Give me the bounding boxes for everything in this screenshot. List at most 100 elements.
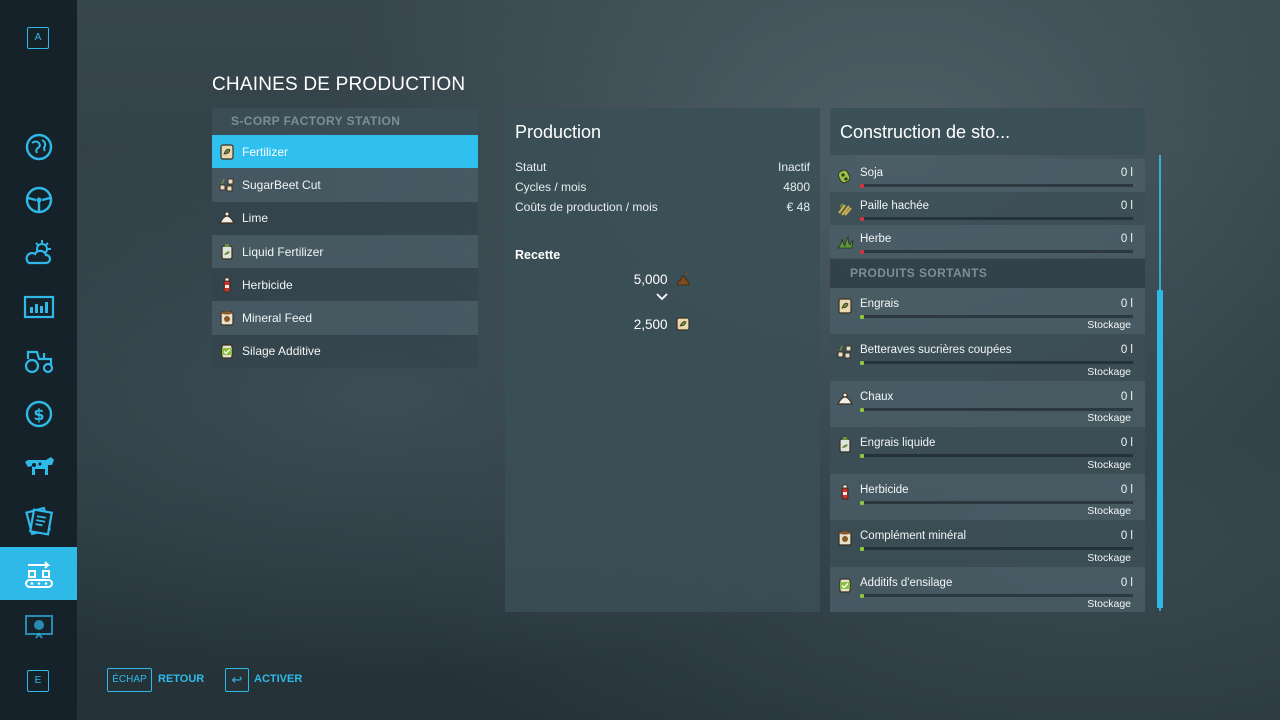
finance-icon: $ <box>25 400 52 427</box>
station-header: S-CORP FACTORY STATION <box>212 108 478 135</box>
nav-help[interactable] <box>0 600 77 653</box>
chain-item-mineral-feed[interactable]: Mineral Feed <box>212 301 478 335</box>
storage-row-engrais: Engrais 0 l Stockage <box>830 288 1145 334</box>
storage-item-name: Engrais liquide <box>860 437 936 449</box>
chain-item-silage-additive[interactable]: Silage Additive <box>212 334 478 369</box>
liquid-fertilizer-icon <box>218 243 236 261</box>
storage-mode-label[interactable]: Stockage <box>1087 412 1131 424</box>
chain-item-liquid-fertilizer[interactable]: Liquid Fertilizer <box>212 234 478 269</box>
weather-icon <box>25 239 51 264</box>
storage-item-name: Complément minéral <box>860 530 967 542</box>
storage-panel: Construction de sto... Soja 0 l Paille h… <box>830 108 1145 612</box>
recipe-input: 5,000 <box>505 271 820 287</box>
stat-value: 4800 <box>783 180 810 194</box>
stat-label: Coûts de production / mois <box>515 200 658 214</box>
chain-item-fertilizer[interactable]: Fertilizer <box>212 135 478 169</box>
storage-item-amount: 0 l <box>1120 167 1133 179</box>
chain-item-lime[interactable]: Lime <box>212 201 478 235</box>
storage-row-engrais-liquide: Engrais liquide 0 l Stockage <box>830 427 1145 474</box>
chain-item-label: Silage Additive <box>242 344 321 359</box>
storage-item-name: Herbe <box>860 233 892 245</box>
storage-mode-label[interactable]: Stockage <box>1087 459 1131 471</box>
storage-item-name: Paille hachée <box>860 200 930 212</box>
production-chain-list: S-CORP FACTORY STATION Fertilizer SugarB… <box>212 108 478 369</box>
nav-vehicles[interactable] <box>0 333 77 386</box>
storage-item-amount: 0 l <box>1120 577 1133 589</box>
storage-mode-label[interactable]: Stockage <box>1087 598 1131 610</box>
lime-icon <box>218 209 236 227</box>
storage-item-amount: 0 l <box>1120 200 1133 212</box>
storage-fill-bar <box>860 546 1133 551</box>
soybean-icon <box>836 167 854 185</box>
nav-animals[interactable] <box>0 440 77 493</box>
enter-key-hint[interactable]: ↩ <box>225 668 249 692</box>
storage-row-betteraves: Betteraves sucrières coupées 0 l Stockag… <box>830 334 1145 381</box>
chain-item-label: SugarBeet Cut <box>242 177 321 192</box>
key-hint-a: A <box>27 27 49 49</box>
fertilizer-bag-icon <box>218 143 236 161</box>
steering-wheel-icon <box>25 186 52 213</box>
production-title: Production <box>515 122 602 142</box>
storage-row-paille: Paille hachée 0 l <box>830 192 1145 225</box>
storage-item-amount: 0 l <box>1120 298 1133 310</box>
silage-additive-icon <box>218 342 236 360</box>
nav-contracts[interactable] <box>0 494 77 547</box>
storage-row-herbicide: Herbicide 0 l Stockage <box>830 474 1145 520</box>
stat-row-status: Statut Inactif <box>515 160 810 174</box>
nav-weather[interactable] <box>0 226 77 279</box>
storage-item-amount: 0 l <box>1120 344 1133 356</box>
chain-item-label: Lime <box>242 211 269 226</box>
fertilizer-bag-icon <box>836 297 854 315</box>
silage-additive-icon <box>836 576 854 594</box>
chain-item-herbicide[interactable]: Herbicide <box>212 268 478 302</box>
storage-mode-label[interactable]: Stockage <box>1087 552 1131 564</box>
storage-item-name: Additifs d'ensilage <box>860 577 953 589</box>
storage-row-complement-mineral: Complément minéral 0 l Stockage <box>830 520 1145 567</box>
storage-fill-bar <box>860 407 1133 412</box>
map-icon <box>25 133 52 160</box>
activate-button[interactable]: ACTIVER <box>254 673 303 685</box>
recipe-output: 2,500 <box>505 316 820 332</box>
nav-statistics[interactable] <box>0 280 77 333</box>
storage-fill-bar <box>860 216 1133 221</box>
storage-item-name: Engrais <box>860 298 899 310</box>
page-title: CHAINES DE PRODUCTION <box>212 74 466 95</box>
fertilizer-bag-icon <box>675 316 691 332</box>
storage-mode-label[interactable]: Stockage <box>1087 366 1131 378</box>
nav-steering[interactable] <box>0 173 77 226</box>
lime-icon <box>836 390 854 408</box>
chain-item-label: Herbicide <box>242 277 293 292</box>
key-hint-e: E <box>27 670 49 692</box>
stat-row-costs: Coûts de production / mois € 48 <box>515 200 810 214</box>
production-panel: Production Statut Inactif Cycles / mois … <box>505 108 820 612</box>
nav-finance[interactable]: $ <box>0 387 77 440</box>
scrollbar-thumb[interactable] <box>1157 290 1163 608</box>
stat-value: € 48 <box>786 200 810 214</box>
stat-label: Statut <box>515 160 547 174</box>
nav-map[interactable] <box>0 120 77 173</box>
liquid-fertilizer-icon <box>836 436 854 454</box>
storage-fill-bar <box>860 183 1133 188</box>
sugarbeet-cut-icon <box>218 176 236 194</box>
chopped-straw-icon <box>836 200 854 218</box>
chain-item-label: Liquid Fertilizer <box>242 244 324 259</box>
storage-item-amount: 0 l <box>1120 484 1133 496</box>
escape-key-hint[interactable]: ÉCHAP <box>107 668 152 692</box>
back-button[interactable]: RETOUR <box>158 673 205 685</box>
storage-mode-label[interactable]: Stockage <box>1087 505 1131 517</box>
storage-mode-label[interactable]: Stockage <box>1087 319 1131 331</box>
chain-item-label: Mineral Feed <box>242 311 313 326</box>
mineral-feed-icon <box>836 529 854 547</box>
tractor-icon <box>24 350 53 373</box>
statistics-icon <box>23 295 54 318</box>
nav-production[interactable] <box>0 547 77 600</box>
storage-row-soja: Soja 0 l <box>830 159 1145 192</box>
storage-item-name: Betteraves sucrières coupées <box>860 344 1012 356</box>
storage-scrollbar[interactable] <box>1157 155 1163 611</box>
storage-row-additifs-ensilage: Additifs d'ensilage 0 l Stockage <box>830 567 1145 612</box>
mineral-feed-icon <box>218 309 236 327</box>
storage-item-amount: 0 l <box>1120 233 1133 245</box>
sugarbeet-cut-icon <box>836 343 854 361</box>
storage-item-amount: 0 l <box>1120 437 1133 449</box>
chain-item-sugarbeet-cut[interactable]: SugarBeet Cut <box>212 168 478 202</box>
